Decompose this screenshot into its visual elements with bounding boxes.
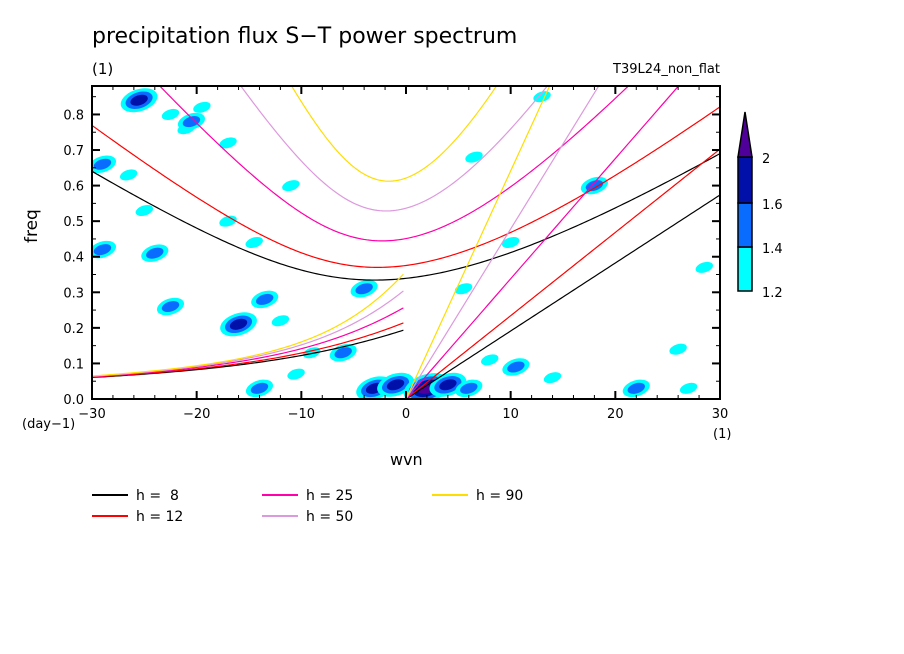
contour-blob — [182, 116, 201, 128]
colorbar-label: 1.4 — [762, 242, 783, 257]
colorbar-label: 2 — [762, 152, 770, 167]
legend-label: h = 8 — [136, 488, 179, 504]
colorbar: 1.2 1.4 1.6 2 — [737, 111, 783, 301]
x-axis-unit: (1) — [713, 427, 732, 442]
contour-blob — [219, 215, 237, 227]
y-tick-label: 0.8 — [63, 108, 84, 123]
inertia-gravity-curve — [290, 86, 498, 182]
x-tick-label: 20 — [607, 407, 624, 422]
kelvin-curve — [405, 194, 720, 399]
contour-blob — [119, 169, 138, 181]
contour-blob — [193, 101, 211, 113]
kelvin-curve — [405, 86, 680, 399]
legend-label: h = 50 — [306, 509, 353, 525]
y-tick-label: 0.4 — [63, 251, 84, 266]
legend-label: h = 25 — [306, 488, 353, 504]
y-tick-label: 0.6 — [63, 180, 84, 195]
y-tick-label: 0.3 — [63, 286, 84, 301]
contour-blob — [460, 382, 478, 394]
contour-blob — [679, 382, 698, 394]
contour-blob — [271, 315, 290, 327]
y-tick-label: 0.1 — [63, 357, 84, 372]
contour-blob — [250, 382, 269, 394]
dispersion-curves — [92, 86, 720, 399]
contour-blob — [386, 379, 405, 391]
contour-blob — [282, 180, 300, 192]
inertia-gravity-curve — [158, 86, 630, 242]
legend: h = 8 h = 12 h = 25 h = 50 h = 90 — [92, 488, 523, 525]
contour-blob — [501, 236, 520, 249]
x-tick-label: 30 — [712, 407, 729, 422]
chart-unit-label: (1) — [92, 60, 114, 78]
colorbar-extend-triangle — [737, 111, 753, 158]
inertia-gravity-curve — [92, 153, 720, 281]
inertia-gravity-curve — [240, 86, 549, 212]
kelvin-curve — [405, 148, 720, 399]
contour-blob — [93, 158, 112, 170]
contour-blob — [146, 247, 164, 259]
contour-blob — [695, 261, 713, 273]
mrg-curve — [92, 329, 404, 379]
contour-blob — [135, 204, 154, 216]
contour-blob — [130, 94, 148, 106]
colorbar-segment — [737, 156, 753, 204]
contour-blob — [543, 372, 562, 384]
legend-label: h = 12 — [136, 509, 183, 525]
kelvin-curve — [405, 86, 600, 399]
contour-blob — [439, 379, 457, 391]
contour-blob — [355, 283, 373, 295]
contour-blob — [454, 283, 473, 295]
contour-blob — [287, 368, 305, 380]
y-axis-unit: (day−1) — [22, 417, 76, 432]
y-tick-label: 0.5 — [63, 215, 84, 230]
contour-blob — [481, 354, 499, 366]
chart-title: precipitation flux S−T power spectrum — [92, 24, 518, 49]
contour-blob — [465, 151, 483, 163]
contour-blob — [219, 137, 237, 149]
x-tick-label: −10 — [288, 407, 315, 422]
contour-blob — [161, 301, 180, 313]
legend-label: h = 90 — [476, 488, 523, 504]
kelvin-curve — [405, 86, 551, 399]
axis-ticks: −30 −20 −10 0 10 20 30 0.0 0.1 0.2 0.3 0.4 0.5 0.6 0.7… — [63, 86, 728, 422]
x-axis-label: wvn — [390, 450, 423, 469]
contour-blob — [161, 108, 180, 120]
colorbar-segment — [737, 246, 753, 292]
contour-blob — [334, 347, 352, 359]
y-tick-label: 0.2 — [63, 322, 84, 337]
colorbar-label: 1.6 — [762, 198, 783, 213]
x-tick-label: 0 — [402, 407, 410, 422]
x-tick-label: −20 — [183, 407, 210, 422]
colorbar-label: 1.2 — [762, 286, 783, 301]
contour-blob — [669, 343, 687, 355]
mrg-curve — [92, 273, 404, 377]
x-tick-label: 10 — [502, 407, 519, 422]
y-tick-label: 0.7 — [63, 144, 84, 159]
x-tick-label: −30 — [78, 407, 105, 422]
contour-blob — [507, 361, 525, 373]
contour-layer — [92, 88, 713, 399]
contour-blob — [229, 318, 248, 330]
contour-blob — [93, 244, 112, 256]
contour-blob — [245, 236, 263, 249]
chart-subtitle: T39L24_non_flat — [613, 62, 720, 77]
y-tick-label: 0.0 — [63, 393, 84, 408]
mrg-curve — [92, 322, 404, 378]
contour-blob — [627, 382, 645, 394]
inertia-gravity-curve — [92, 106, 720, 268]
contour-blob — [256, 293, 274, 305]
colorbar-segment — [737, 202, 753, 248]
